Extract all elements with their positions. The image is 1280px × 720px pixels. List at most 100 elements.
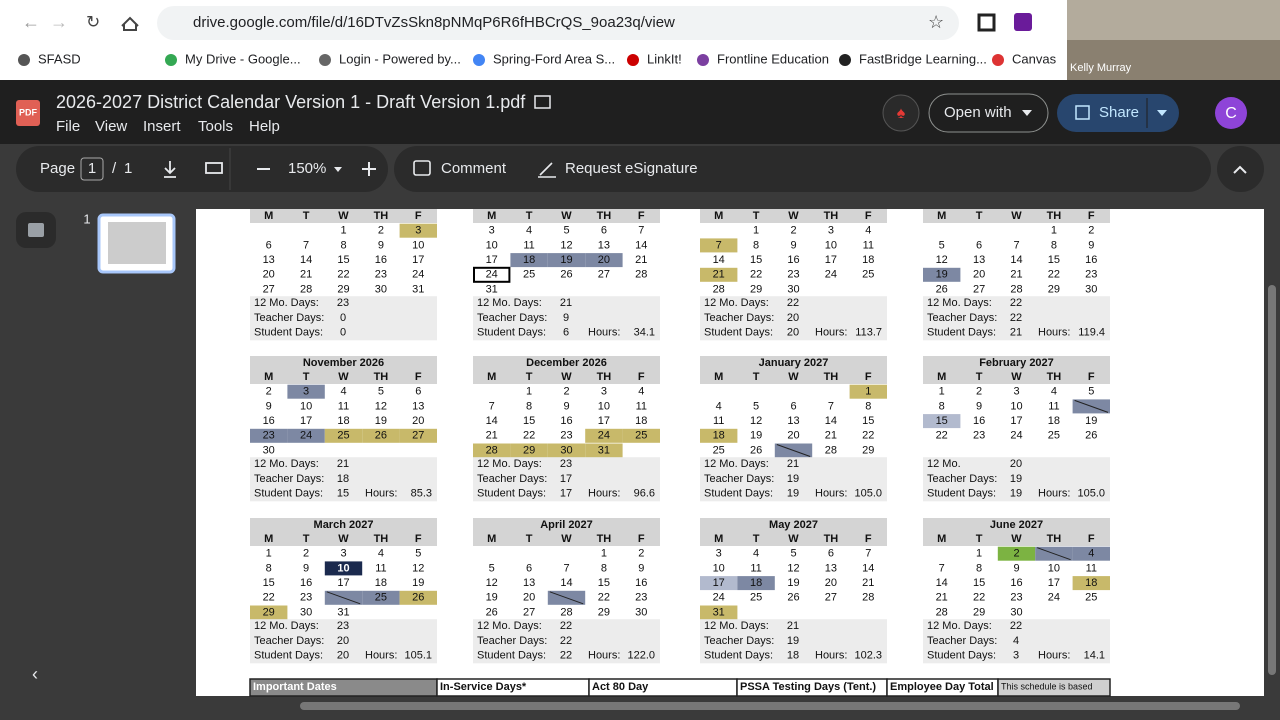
stat-value: 23 <box>337 297 349 309</box>
day: 22 <box>750 269 762 281</box>
back[interactable]: ← <box>22 12 40 32</box>
hours-label: Hours: <box>815 327 847 339</box>
hours-label: Hours: <box>588 488 620 500</box>
stat-value: 6 <box>563 327 569 339</box>
esign[interactable]: Request eSignature <box>565 160 698 177</box>
stats-bg <box>923 296 1110 341</box>
avatar-letter: C <box>1225 105 1237 122</box>
menu-item[interactable]: Tools <box>198 118 233 135</box>
month-title: April 2027 <box>540 519 593 531</box>
day-slash <box>326 591 361 605</box>
day: 25 <box>523 269 535 281</box>
menu-item[interactable]: Help <box>249 118 280 135</box>
day: 16 <box>560 415 572 427</box>
day: 31 <box>598 444 610 456</box>
stat-label: Student Days: <box>254 327 323 339</box>
weekday: W <box>561 533 572 545</box>
comment[interactable]: Comment <box>441 160 507 177</box>
folder-icon[interactable] <box>534 95 551 109</box>
bookmark-star[interactable]: ☆ <box>928 12 944 32</box>
day: 20 <box>263 269 275 281</box>
day: 29 <box>337 283 349 295</box>
address-bar[interactable] <box>157 6 959 40</box>
print[interactable] <box>205 162 223 174</box>
day-highlight <box>324 428 363 443</box>
legend-text: Important Dates <box>253 681 337 693</box>
day: 23 <box>1010 592 1022 604</box>
stat-value: 0 <box>340 312 346 324</box>
home[interactable] <box>121 16 139 31</box>
avatar[interactable] <box>1215 97 1247 129</box>
day: 1 <box>939 386 945 398</box>
weekday: T <box>753 533 760 545</box>
day: 9 <box>790 239 796 251</box>
weekday-bg <box>923 532 1110 546</box>
bookmark[interactable]: Canvas <box>1012 51 1057 66</box>
stat-value: 22 <box>787 297 799 309</box>
day: 14 <box>825 415 837 427</box>
day: 13 <box>973 254 985 266</box>
hours-value: 105.0 <box>854 488 882 500</box>
reload[interactable]: ↻ <box>86 12 100 31</box>
share-button[interactable] <box>1057 94 1179 132</box>
pdf-badge-text: PDF <box>19 107 38 117</box>
day: 24 <box>1010 430 1022 442</box>
day: 2 <box>378 225 384 237</box>
ext-icon[interactable] <box>977 13 996 32</box>
collapse-button[interactable] <box>1217 146 1264 192</box>
day: 24 <box>825 269 837 281</box>
v-scrollbar[interactable] <box>1268 285 1276 675</box>
bookmark[interactable]: SFASD <box>38 51 81 66</box>
day: 2 <box>790 225 796 237</box>
hours-value: 34.1 <box>634 327 655 339</box>
comment-icon[interactable] <box>413 160 431 176</box>
bookmark[interactable]: LinkIt! <box>647 51 682 66</box>
sidebar-toggle[interactable]: ‹ <box>32 664 38 684</box>
bookmark[interactable]: FastBridge Learning... <box>859 51 987 66</box>
weekday: F <box>865 371 872 383</box>
menu-item[interactable]: Insert <box>143 118 181 135</box>
day: 28 <box>635 269 647 281</box>
menu-item[interactable]: View <box>95 118 127 135</box>
stat-value: 3 <box>1013 650 1019 662</box>
open-with-button[interactable] <box>928 93 1049 133</box>
zoom[interactable]: 150% <box>288 160 326 177</box>
stat-label: Student Days: <box>477 488 546 500</box>
stat-label: 12 Mo. Days: <box>927 620 992 632</box>
day: 18 <box>375 577 387 589</box>
stat-label: 12 Mo. Days: <box>927 297 992 309</box>
day: 6 <box>976 239 982 251</box>
menu-item[interactable]: File <box>56 118 80 135</box>
day: 18 <box>862 254 874 266</box>
weekday: TH <box>1047 533 1062 545</box>
day: 22 <box>862 430 874 442</box>
day: 19 <box>375 415 387 427</box>
month-title-bg <box>250 518 437 532</box>
bookmark[interactable]: My Drive - Google... <box>185 51 301 66</box>
bookmark[interactable]: Frontline Education <box>717 51 829 66</box>
weekday: F <box>865 533 872 545</box>
weekday: W <box>788 371 799 383</box>
weekday: TH <box>374 210 389 222</box>
bookmark[interactable]: Spring-Ford Area S... <box>493 51 615 66</box>
h-scrollbar[interactable] <box>300 702 1240 710</box>
download[interactable] <box>164 161 176 178</box>
day: 17 <box>1048 577 1060 589</box>
esign-icon[interactable] <box>538 162 556 178</box>
stat-label: 12 Mo. Days: <box>254 458 319 470</box>
bookmark[interactable]: Login - Powered by... <box>339 51 461 66</box>
forward[interactable]: → <box>50 12 68 32</box>
acrobat-button[interactable] <box>882 94 920 132</box>
month-title-bg <box>700 356 887 370</box>
stat-value: 22 <box>560 620 572 632</box>
stat-label: Teacher Days: <box>704 312 774 324</box>
day: 4 <box>753 548 759 560</box>
day: 22 <box>337 269 349 281</box>
zoom-in[interactable] <box>362 162 376 176</box>
day: 29 <box>973 606 985 618</box>
page-input[interactable] <box>80 157 104 181</box>
day: 13 <box>598 239 610 251</box>
legend-text: This schedule is based <box>1001 681 1093 691</box>
ext-icon[interactable] <box>1014 13 1032 31</box>
day: 30 <box>300 606 312 618</box>
